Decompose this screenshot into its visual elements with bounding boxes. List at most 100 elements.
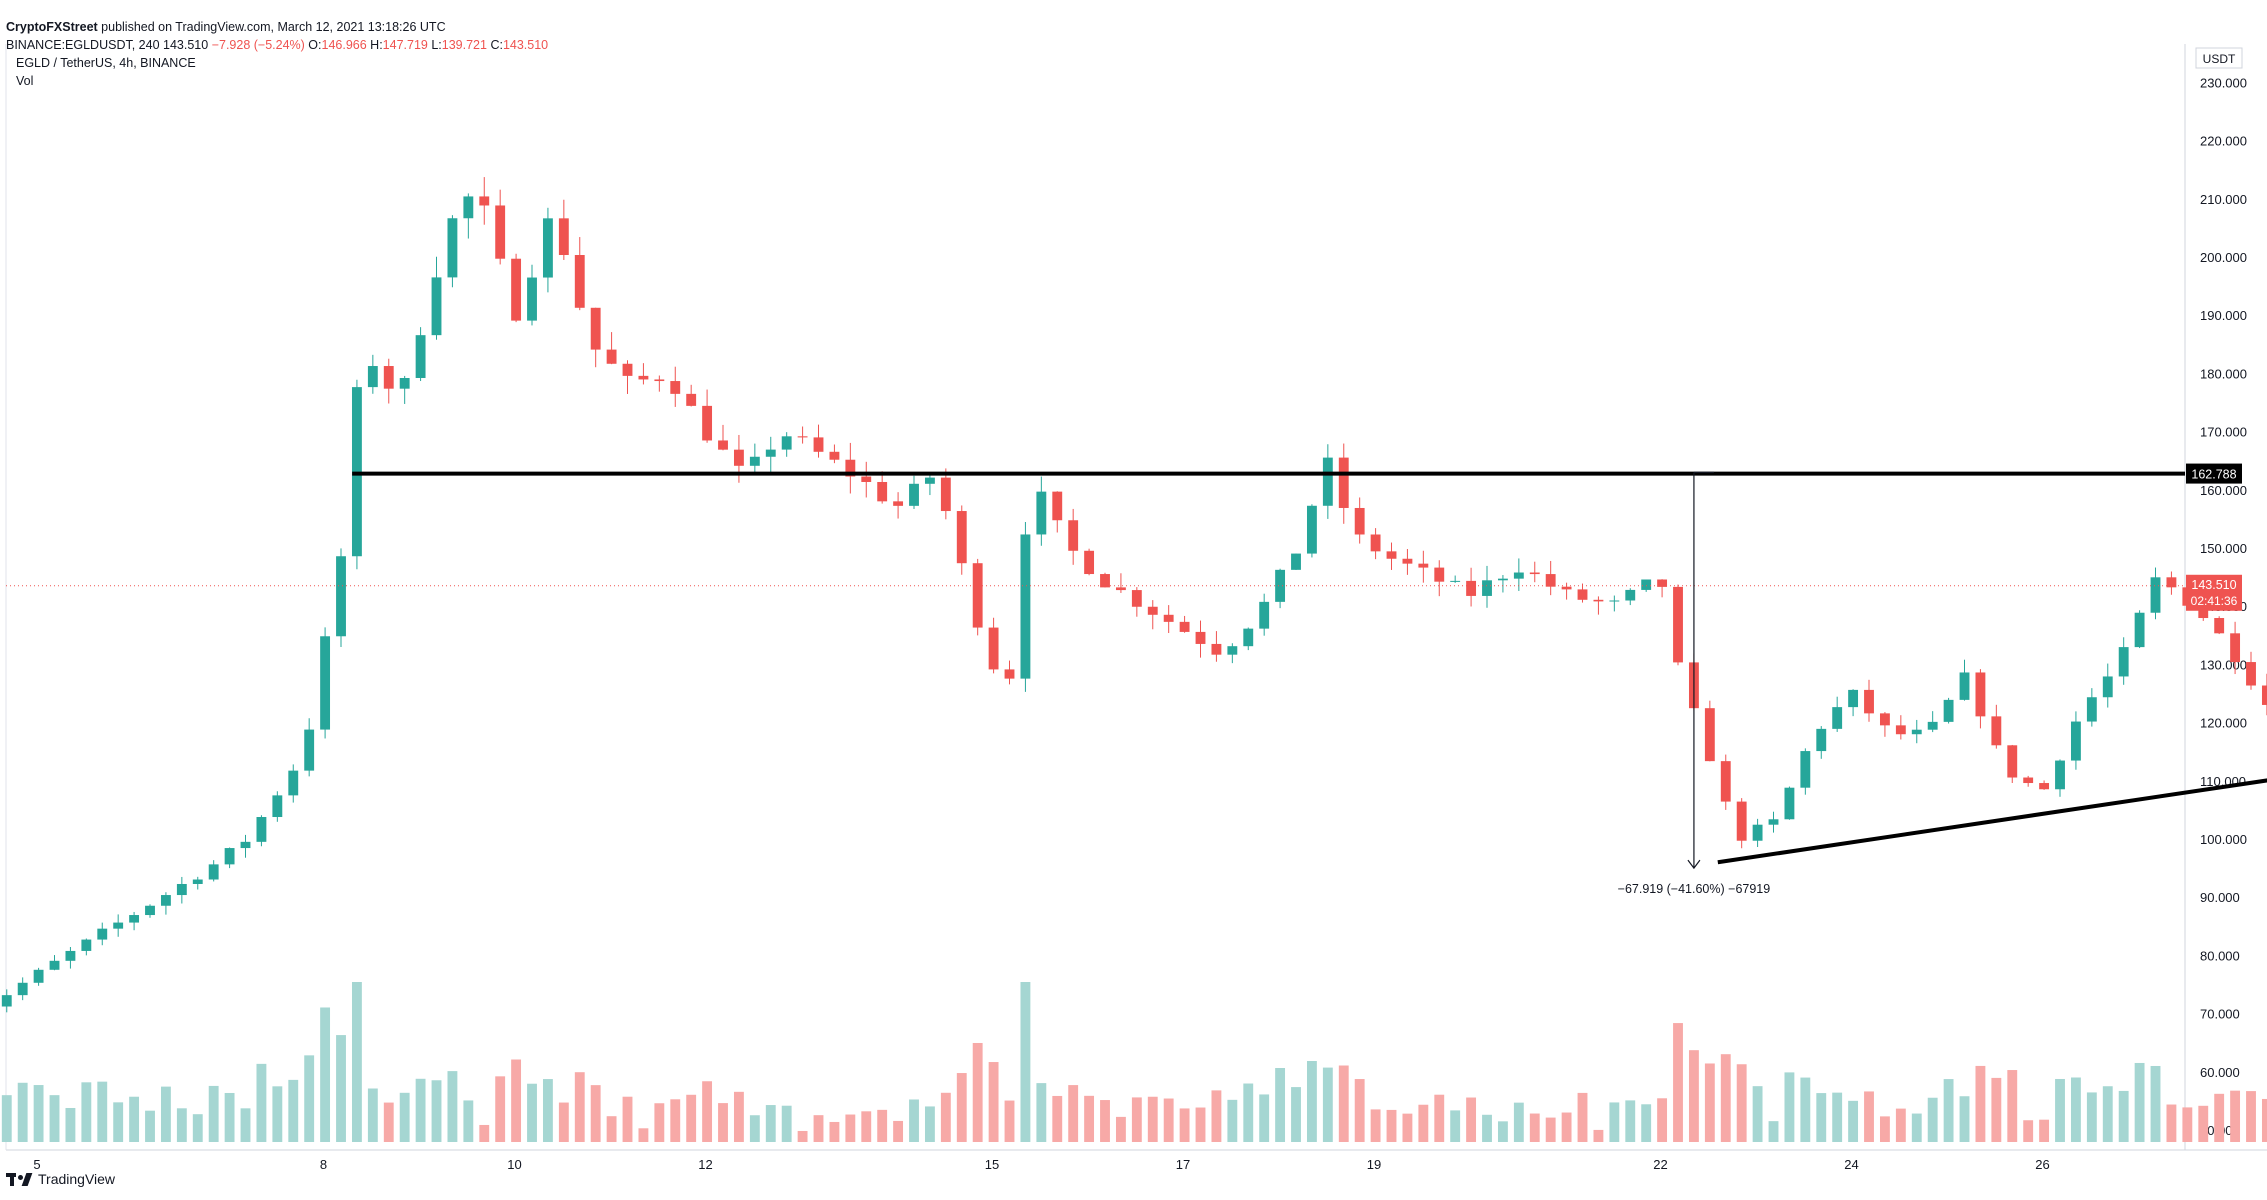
candle-body [463, 196, 474, 219]
price-tick-label: 180.000 [2200, 366, 2247, 381]
candle-body [574, 255, 585, 308]
candle-body [1943, 699, 1954, 722]
volume-bar [192, 1114, 203, 1142]
candle-body [1195, 631, 1206, 644]
volume-bar [113, 1102, 124, 1142]
candle-body [1370, 534, 1381, 552]
volume-bar [542, 1079, 553, 1142]
chart-legend: EGLD / TetherUS, 4h, BINANCE Vol [16, 54, 196, 90]
volume-bar [320, 1007, 331, 1142]
volume-bar [351, 982, 362, 1142]
volume-bar [367, 1088, 378, 1142]
candle-body [2070, 721, 2081, 761]
volume-bar [1386, 1109, 1397, 1142]
high-value: 147.719 [382, 38, 428, 52]
candle-body [240, 841, 251, 849]
volume-bar [240, 1108, 251, 1142]
candle-body [383, 366, 394, 389]
volume-bar [1466, 1097, 1477, 1142]
time-tick-label: 8 [320, 1157, 327, 1172]
candle-body [256, 817, 267, 842]
candle-body [1402, 558, 1413, 564]
candle-body [1609, 600, 1620, 602]
candle-body [1243, 628, 1254, 647]
candle-body [367, 366, 378, 388]
volume-bar [1848, 1100, 1859, 1142]
publisher-name[interactable]: CryptoFXStreet [6, 20, 98, 34]
volume-bar [479, 1124, 490, 1142]
candle-body [1720, 761, 1731, 802]
candle-body [638, 375, 649, 380]
time-tick-label: 12 [698, 1157, 712, 1172]
price-tick-label: 100.000 [2200, 832, 2247, 847]
volume-bar [272, 1086, 283, 1142]
candle-body [1832, 707, 1843, 729]
volume-bar [1147, 1096, 1158, 1142]
candle-body [495, 205, 506, 259]
volume-bar [415, 1078, 426, 1142]
price-tick-label: 170.000 [2200, 425, 2247, 440]
volume-bar [304, 1055, 315, 1142]
volume-bar [1561, 1112, 1572, 1142]
tradingview-logo[interactable]: TradingView [6, 1171, 115, 1187]
volume-bar [256, 1063, 267, 1142]
candle-body [1816, 728, 1827, 752]
candle-body [781, 436, 792, 450]
volume-bar [2230, 1090, 2241, 1142]
candle-body [1879, 713, 1890, 726]
resistance-price-tag [2186, 463, 2242, 484]
volume-bar [2023, 1120, 2034, 1142]
volume-bar [49, 1095, 60, 1142]
volume-bar [940, 1092, 951, 1142]
volume-bar [1864, 1091, 1874, 1142]
change-text: −7.928 (−5.24%) [211, 38, 305, 52]
candle-body [1227, 646, 1238, 655]
volume-bar [1529, 1113, 1540, 1142]
volume-bar [1657, 1098, 1668, 1142]
candle-body [1147, 606, 1158, 615]
volume-bar [1911, 1113, 1922, 1142]
volume-bar [1927, 1097, 1938, 1142]
volume-bar [1816, 1093, 1827, 1142]
volume-bar [1418, 1104, 1429, 1142]
volume-bar [65, 1107, 76, 1142]
price-tick-label: 200.000 [2200, 250, 2247, 265]
volume-bar [2007, 1070, 2018, 1142]
volume-bar [654, 1103, 665, 1142]
volume-bar [972, 1042, 983, 1142]
low-label: L: [431, 38, 442, 52]
volume-bar [861, 1111, 872, 1142]
candle-body [972, 563, 983, 628]
candle-body [1036, 491, 1047, 535]
symbol-title[interactable]: EGLD / TetherUS, 4h, BINANCE [16, 56, 196, 70]
volume-bar [1370, 1109, 1381, 1142]
volume-bar [2118, 1090, 2129, 1142]
candle-body [1975, 672, 1986, 717]
candle-body [65, 950, 76, 961]
volume-bar [1975, 1065, 1986, 1142]
volume-bar [2055, 1078, 2065, 1142]
candle-body [1179, 621, 1190, 632]
volume-bar [336, 1035, 346, 1142]
support-trendline[interactable] [1717, 472, 2267, 865]
volume-bar [829, 1121, 840, 1142]
volume-bar [1211, 1090, 1222, 1142]
candle-body [272, 795, 283, 818]
candle-body [797, 436, 808, 438]
volume-bar [1879, 1116, 1890, 1142]
candle-body [1211, 643, 1222, 655]
volume-bar [1895, 1108, 1906, 1142]
time-tick-label: 22 [1653, 1157, 1667, 1172]
candle-body [2246, 662, 2256, 686]
candle-body [1482, 580, 1492, 596]
volume-bar [1052, 1095, 1063, 1142]
candle-body [2023, 777, 2034, 784]
volume-bar [606, 1116, 617, 1142]
candle-body [415, 335, 426, 378]
volume-legend[interactable]: Vol [16, 74, 34, 88]
volume-bar [590, 1085, 601, 1142]
volume-bar [2102, 1086, 2113, 1142]
candle-body [654, 379, 665, 382]
volume-bar [2261, 1098, 2267, 1142]
